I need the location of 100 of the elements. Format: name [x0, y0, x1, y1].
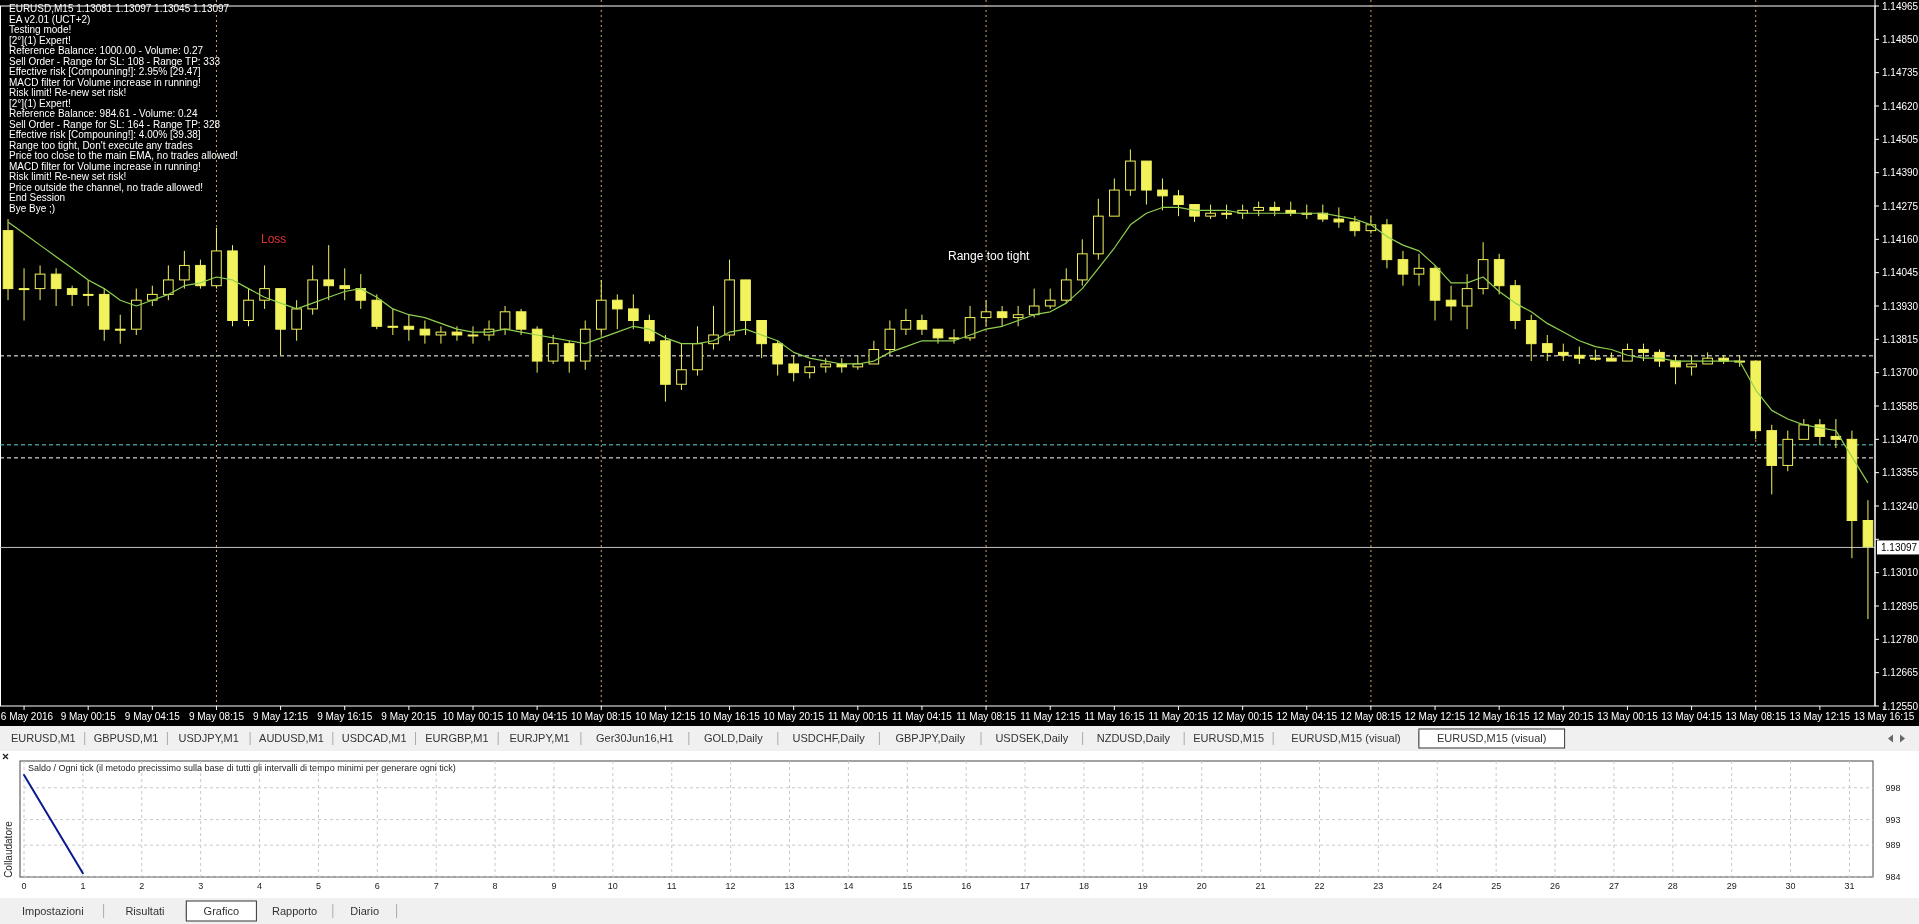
candlestick	[323, 244, 335, 301]
x-tick-label: 12	[725, 881, 736, 891]
x-tick-label: 19	[1137, 881, 1148, 891]
annotation: Testing mode!	[9, 24, 72, 35]
candlestick	[1413, 253, 1425, 287]
text: Ger30Jun16,H1	[596, 732, 674, 745]
x-tick-label: 12 May 00:15	[1212, 711, 1274, 722]
candlestick	[259, 264, 270, 310]
text: Rapporto	[271, 904, 318, 917]
y-tick-label: 1.14735	[1882, 67, 1919, 79]
x-tick-label: 11 May 12:15	[1020, 711, 1081, 722]
x-tick-label: 23	[1373, 881, 1384, 891]
x-tick-label: 10	[607, 881, 618, 891]
x-tick-label: 14	[843, 881, 854, 891]
candlestick	[339, 267, 351, 301]
y-tick-label: 984	[1885, 872, 1901, 883]
y-tick-label: 1.14620	[1882, 100, 1919, 112]
y-tick-label: 1.13240	[1882, 500, 1919, 512]
candlestick	[419, 319, 431, 345]
candlestick	[291, 299, 302, 342]
candlestick	[1814, 418, 1826, 446]
candlestick	[1686, 354, 1697, 377]
text: USDJPY,M1	[178, 732, 239, 745]
x-tick-label: 9 May 12:15	[253, 711, 309, 722]
candlestick	[628, 293, 639, 330]
candlestick	[1028, 288, 1040, 319]
x-tick-label: 11 May 04:15	[892, 711, 953, 722]
x-tick-label: 17	[1020, 881, 1031, 891]
annotation: Risk limit! Re-new set risk!	[9, 171, 127, 182]
text: GOLD,Daily	[703, 732, 764, 745]
chart-title: EURUSD,M15 1.13081 1.13097 1.13045 1.13097	[9, 3, 230, 14]
x-tick-label: 20	[1196, 881, 1207, 891]
x-tick-label: 13 May 04:15	[1661, 711, 1723, 722]
y-tick-label: 1.14965	[1882, 0, 1919, 12]
candlestick	[82, 279, 94, 307]
candlestick	[163, 264, 174, 301]
x-tick-label: 11 May 20:15	[1148, 711, 1209, 722]
x-tick-label: 9 May 04:15	[124, 711, 181, 722]
text: NZDUSD,Daily	[1096, 732, 1171, 745]
x-tick-label: 9 May 20:15	[381, 711, 437, 722]
text: EURGBP,M1	[425, 732, 489, 745]
x-tick-label: 0	[21, 881, 27, 891]
candlestick	[1830, 418, 1842, 449]
chart-title: Saldo / Ogni tick (il metodo precissimo sulla base di tutti gli intervalli di tempo minimi per generare ogni tick)	[28, 763, 456, 773]
candlestick	[114, 314, 126, 345]
candlestick	[1798, 418, 1810, 440]
candlestick	[403, 314, 415, 342]
candlestick	[788, 354, 799, 382]
candlestick	[644, 314, 655, 345]
annotation: Bye Bye ;)	[9, 202, 56, 214]
annotation: Reference Balance: 984.61 - Volume: 0.24	[9, 108, 198, 119]
y-tick-label: 1.13355	[1882, 467, 1919, 479]
text: Risultati	[125, 904, 165, 917]
y-tick-label: 998	[1885, 782, 1901, 793]
annotation: Sell Order - Range for SL: 164 - Range TP: 328	[9, 118, 221, 130]
text: Grafico	[203, 904, 240, 917]
candlestick	[884, 319, 896, 356]
x-tick-label: 6 May 2016	[0, 711, 54, 722]
candlestick	[147, 285, 158, 307]
x-tick-label: 30	[1785, 881, 1796, 891]
x-tick-label: 22	[1314, 881, 1325, 891]
x-tick-label: 13 May 12:15	[1789, 711, 1851, 722]
x-tick-label: 12 May 16:15	[1468, 711, 1530, 722]
candlestick	[916, 314, 928, 336]
text: USDSEK,Daily	[995, 732, 1069, 745]
y-tick-label: 993	[1885, 814, 1901, 825]
text: EA v2.01 (UCT+2)	[9, 13, 91, 25]
candlestick	[563, 340, 575, 374]
candlestick	[1012, 305, 1024, 327]
candlestick	[355, 273, 367, 310]
x-tick-label: 21	[1255, 881, 1266, 891]
candlestick	[451, 325, 463, 342]
x-tick-label: 10 May 04:15	[506, 711, 568, 722]
text: GBPUSD,M1	[93, 732, 159, 745]
x-tick-label: 10 May 16:15	[699, 711, 761, 722]
text: EURUSD,M15 (visual)	[1437, 732, 1547, 745]
y-tick-label: 1.13010	[1882, 567, 1919, 579]
candlestick	[1397, 250, 1409, 287]
y-tick-label: 1.14275	[1882, 200, 1919, 212]
y-tick-label: 1.14160	[1882, 233, 1919, 245]
x-tick-label: 11 May 16:15	[1084, 711, 1145, 722]
candlestick	[179, 250, 190, 290]
x-tick-label: 13 May 16:15	[1853, 711, 1915, 722]
candlestick	[1349, 215, 1361, 237]
x-tick-label: 1	[80, 881, 86, 891]
candlestick	[756, 319, 767, 359]
candlestick	[435, 325, 447, 345]
x-tick-label: 13 May 08:15	[1725, 711, 1787, 722]
x-tick-label: 3	[198, 881, 204, 891]
x-tick-label: 9 May 00:15	[60, 711, 117, 722]
text: Diario	[350, 904, 380, 917]
candlestick	[948, 328, 960, 345]
candlestick	[1173, 189, 1184, 217]
annotation: Effective risk [Compouning!]: 4.00% [39.38]	[9, 129, 201, 140]
x-tick-label: 11	[667, 881, 677, 891]
candlestick	[547, 334, 559, 365]
text: USDCAD,M1	[341, 732, 407, 745]
x-tick-label: 11 May 08:15	[956, 711, 1017, 722]
y-tick-label: 1.14045	[1882, 267, 1919, 279]
y-tick-label: 1.13930	[1882, 300, 1919, 312]
